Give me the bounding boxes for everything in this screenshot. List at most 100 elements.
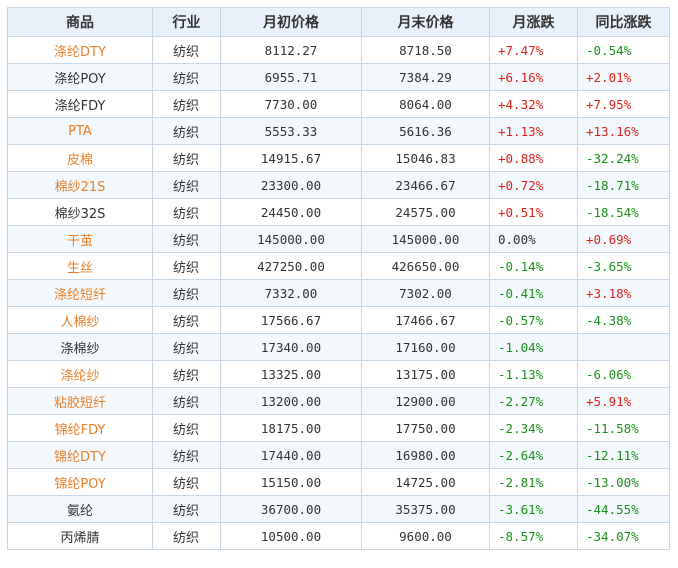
table-row: 锦纶POY 纺织 15150.00 14725.00 -2.81% -13.00% (7, 468, 670, 496)
industry-cell: 纺织 (152, 144, 221, 172)
end-price-cell: 24575.00 (361, 198, 490, 226)
yoy-change-cell: -12.11% (577, 441, 670, 469)
industry-cell: 纺织 (152, 279, 221, 307)
yoy-change-cell: +0.69% (577, 225, 670, 253)
start-price-cell: 145000.00 (220, 225, 362, 253)
industry-cell: 纺织 (152, 36, 221, 64)
industry-cell: 纺织 (152, 468, 221, 496)
industry-cell: 纺织 (152, 63, 221, 91)
table-row: 丙烯腈 纺织 10500.00 9600.00 -8.57% -34.07% (7, 522, 670, 550)
header-start-price: 月初价格 (220, 7, 362, 37)
table-header-row: 商品 行业 月初价格 月末价格 月涨跌 同比涨跌 (7, 7, 670, 37)
monthly-change-cell: -2.34% (489, 414, 578, 442)
commodity-link[interactable]: 干茧 (7, 225, 153, 253)
end-price-cell: 8718.50 (361, 36, 490, 64)
monthly-change-cell: 0.00% (489, 225, 578, 253)
commodity-link[interactable]: 人棉纱 (7, 306, 153, 334)
end-price-cell: 426650.00 (361, 252, 490, 280)
table-row: 锦纶FDY 纺织 18175.00 17750.00 -2.34% -11.58% (7, 414, 670, 442)
start-price-cell: 18175.00 (220, 414, 362, 442)
start-price-cell: 15150.00 (220, 468, 362, 496)
commodity-link[interactable]: 锦纶FDY (7, 414, 153, 442)
monthly-change-cell: -2.27% (489, 387, 578, 415)
monthly-change-cell: -0.14% (489, 252, 578, 280)
industry-cell: 纺织 (152, 171, 221, 199)
commodity-name: 丙烯腈 (7, 522, 153, 550)
monthly-change-cell: +0.72% (489, 171, 578, 199)
end-price-cell: 12900.00 (361, 387, 490, 415)
commodity-link[interactable]: 锦纶DTY (7, 441, 153, 469)
commodity-name: 棉纱32S (7, 198, 153, 226)
table-row: 涤棉纱 纺织 17340.00 17160.00 -1.04% (7, 333, 670, 361)
industry-cell: 纺织 (152, 387, 221, 415)
start-price-cell: 7730.00 (220, 90, 362, 118)
start-price-cell: 17566.67 (220, 306, 362, 334)
monthly-change-cell: -8.57% (489, 522, 578, 550)
commodity-link[interactable]: 涤纶DTY (7, 36, 153, 64)
table-body: 涤纶DTY 纺织 8112.27 8718.50 +7.47% -0.54% 涤纶POY 纺织… (7, 36, 670, 550)
table-row: 生丝 纺织 427250.00 426650.00 -0.14% -3.65% (7, 252, 670, 280)
commodity-link[interactable]: 锦纶POY (7, 468, 153, 496)
end-price-cell: 9600.00 (361, 522, 490, 550)
end-price-cell: 8064.00 (361, 90, 490, 118)
commodity-link[interactable]: 生丝 (7, 252, 153, 280)
table-row: 皮棉 纺织 14915.67 15046.83 +0.88% -32.24% (7, 144, 670, 172)
monthly-change-cell: -3.61% (489, 495, 578, 523)
monthly-change-cell: +4.32% (489, 90, 578, 118)
end-price-cell: 23466.67 (361, 171, 490, 199)
industry-cell: 纺织 (152, 522, 221, 550)
table-row: 干茧 纺织 145000.00 145000.00 0.00% +0.69% (7, 225, 670, 253)
table-row: 涤纶纱 纺织 13325.00 13175.00 -1.13% -6.06% (7, 360, 670, 388)
start-price-cell: 427250.00 (220, 252, 362, 280)
start-price-cell: 17440.00 (220, 441, 362, 469)
monthly-change-cell: -1.04% (489, 333, 578, 361)
monthly-change-cell: -0.41% (489, 279, 578, 307)
end-price-cell: 7302.00 (361, 279, 490, 307)
commodity-name: 涤纶FDY (7, 90, 153, 118)
header-industry: 行业 (152, 7, 221, 37)
industry-cell: 纺织 (152, 414, 221, 442)
industry-cell: 纺织 (152, 306, 221, 334)
table-row: 氨纶 纺织 36700.00 35375.00 -3.61% -44.55% (7, 495, 670, 523)
commodity-name: 涤纶POY (7, 63, 153, 91)
yoy-change-cell: +3.18% (577, 279, 670, 307)
table-row: 粘胶短纤 纺织 13200.00 12900.00 -2.27% +5.91% (7, 387, 670, 415)
yoy-change-cell: +13.16% (577, 117, 670, 145)
start-price-cell: 6955.71 (220, 63, 362, 91)
yoy-change-cell: +7.95% (577, 90, 670, 118)
commodity-link[interactable]: 粘胶短纤 (7, 387, 153, 415)
end-price-cell: 14725.00 (361, 468, 490, 496)
commodity-name: 氨纶 (7, 495, 153, 523)
end-price-cell: 13175.00 (361, 360, 490, 388)
industry-cell: 纺织 (152, 252, 221, 280)
monthly-change-cell: -0.57% (489, 306, 578, 334)
commodity-link[interactable]: PTA (7, 117, 153, 145)
end-price-cell: 17160.00 (361, 333, 490, 361)
table-row: 棉纱21S 纺织 23300.00 23466.67 +0.72% -18.71% (7, 171, 670, 199)
yoy-change-cell: -3.65% (577, 252, 670, 280)
commodity-link[interactable]: 涤纶纱 (7, 360, 153, 388)
commodity-name: 涤棉纱 (7, 333, 153, 361)
monthly-change-cell: +1.13% (489, 117, 578, 145)
monthly-change-cell: +0.88% (489, 144, 578, 172)
end-price-cell: 17750.00 (361, 414, 490, 442)
table-row: 锦纶DTY 纺织 17440.00 16980.00 -2.64% -12.11% (7, 441, 670, 469)
monthly-change-cell: +6.16% (489, 63, 578, 91)
industry-cell: 纺织 (152, 360, 221, 388)
header-commodity: 商品 (7, 7, 153, 37)
yoy-change-cell: +2.01% (577, 63, 670, 91)
yoy-change-cell: -6.06% (577, 360, 670, 388)
yoy-change-cell: -13.00% (577, 468, 670, 496)
start-price-cell: 23300.00 (220, 171, 362, 199)
commodity-link[interactable]: 涤纶短纤 (7, 279, 153, 307)
industry-cell: 纺织 (152, 495, 221, 523)
yoy-change-cell: -32.24% (577, 144, 670, 172)
start-price-cell: 36700.00 (220, 495, 362, 523)
yoy-change-cell: -4.38% (577, 306, 670, 334)
commodity-link[interactable]: 皮棉 (7, 144, 153, 172)
yoy-change-cell: -44.55% (577, 495, 670, 523)
end-price-cell: 17466.67 (361, 306, 490, 334)
end-price-cell: 5616.36 (361, 117, 490, 145)
table-row: 涤纶FDY 纺织 7730.00 8064.00 +4.32% +7.95% (7, 90, 670, 118)
commodity-link[interactable]: 棉纱21S (7, 171, 153, 199)
